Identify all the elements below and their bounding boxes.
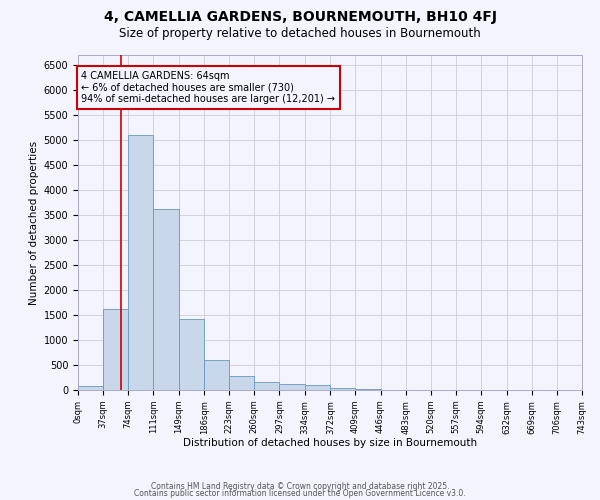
Bar xyxy=(103,309,128,390)
Text: Contains public sector information licensed under the Open Government Licence v3: Contains public sector information licen… xyxy=(134,488,466,498)
Bar xyxy=(204,360,229,390)
Bar xyxy=(179,318,204,390)
Bar xyxy=(128,135,153,390)
Bar xyxy=(254,382,280,390)
Text: Size of property relative to detached houses in Bournemouth: Size of property relative to detached ho… xyxy=(119,28,481,40)
Bar xyxy=(331,388,355,390)
Bar xyxy=(280,384,305,390)
Bar xyxy=(153,208,179,390)
Bar xyxy=(305,385,331,390)
Text: Contains HM Land Registry data © Crown copyright and database right 2025.: Contains HM Land Registry data © Crown c… xyxy=(151,482,449,491)
Text: 4 CAMELLIA GARDENS: 64sqm
← 6% of detached houses are smaller (730)
94% of semi-: 4 CAMELLIA GARDENS: 64sqm ← 6% of detach… xyxy=(82,71,335,104)
Bar xyxy=(229,376,254,390)
Text: 4, CAMELLIA GARDENS, BOURNEMOUTH, BH10 4FJ: 4, CAMELLIA GARDENS, BOURNEMOUTH, BH10 4… xyxy=(104,10,497,24)
X-axis label: Distribution of detached houses by size in Bournemouth: Distribution of detached houses by size … xyxy=(183,438,477,448)
Bar xyxy=(355,389,380,390)
Bar xyxy=(78,386,103,390)
Y-axis label: Number of detached properties: Number of detached properties xyxy=(29,140,40,304)
